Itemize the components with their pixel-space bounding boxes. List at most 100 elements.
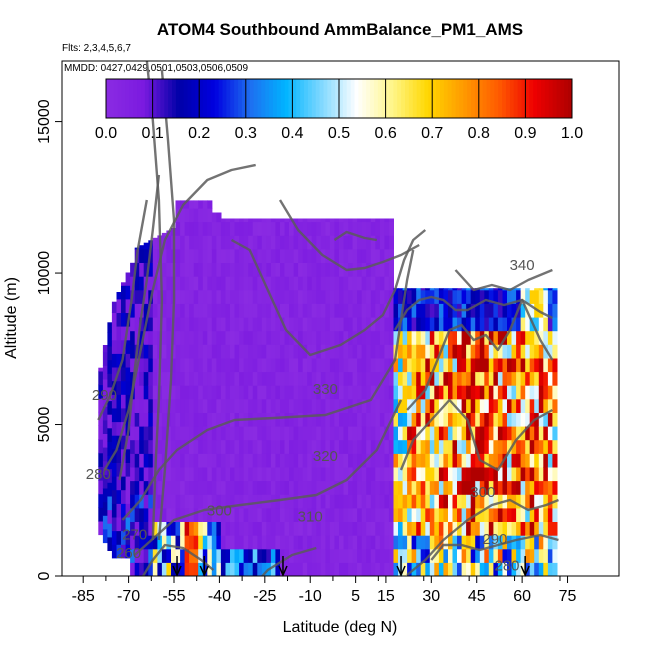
heatmap-cell — [202, 200, 208, 209]
heatmap-cell — [252, 398, 258, 413]
heatmap-cell — [270, 548, 276, 563]
heatmap-cell — [252, 357, 258, 373]
heatmap-cell — [434, 535, 440, 550]
heatmap-cell — [266, 398, 272, 413]
heatmap-cell — [134, 480, 140, 495]
heatmap-cell — [339, 262, 345, 277]
heatmap-cell — [343, 221, 349, 236]
heatmap-cell — [393, 371, 399, 386]
heatmap-cell — [216, 303, 222, 318]
heatmap-cell — [216, 330, 222, 345]
heatmap-cell — [121, 394, 127, 409]
heatmap-cell — [280, 330, 286, 345]
heatmap-cell — [189, 235, 195, 250]
heatmap-cell — [116, 407, 122, 423]
colorbar-swatch — [439, 79, 445, 118]
heatmap-cell — [511, 289, 517, 304]
heatmap-cell — [448, 344, 454, 359]
heatmap-cell — [193, 398, 199, 413]
heatmap-cell — [375, 317, 381, 332]
heatmap-cell — [116, 544, 122, 559]
colorbar-swatch — [556, 79, 561, 118]
heatmap-cell — [143, 242, 149, 250]
heatmap-cell — [193, 453, 199, 468]
heatmap-cell — [302, 494, 308, 509]
flight-markers — [172, 556, 530, 577]
heatmap-cell — [348, 548, 354, 563]
heatmap-cell — [443, 507, 449, 522]
heatmap-cell — [280, 235, 286, 250]
heatmap-cell — [497, 344, 503, 359]
contour-label: 310 — [298, 508, 323, 525]
heatmap-cell — [180, 385, 186, 400]
heatmap-cell — [384, 535, 390, 550]
heatmap-cell — [320, 535, 326, 550]
colorbar-swatch — [560, 79, 565, 118]
colorbar-swatch — [175, 79, 181, 118]
heatmap-cell — [475, 385, 481, 400]
heatmap-cell — [329, 453, 335, 468]
heatmap-cell — [134, 521, 140, 536]
heatmap-cell — [416, 303, 422, 318]
heatmap-cell — [520, 289, 526, 304]
heatmap-cell — [466, 562, 472, 576]
heatmap-cell — [98, 466, 104, 481]
heatmap-cell — [366, 385, 372, 400]
heatmap-cell — [139, 289, 145, 304]
heatmap-cell — [261, 303, 267, 318]
heatmap-cell — [239, 453, 245, 468]
heatmap-cell — [284, 248, 290, 263]
heatmap-cell — [261, 357, 267, 373]
heatmap-cell — [339, 248, 345, 263]
heatmap-cell — [220, 276, 226, 291]
heatmap-cell — [189, 548, 195, 563]
heatmap-cell — [284, 218, 290, 223]
heatmap-cell — [520, 371, 526, 386]
heatmap-cell — [461, 426, 467, 441]
heatmap-cell — [134, 276, 140, 291]
heatmap-cell — [143, 453, 149, 468]
heatmap-cell — [193, 426, 199, 441]
heatmap-cell — [461, 344, 467, 359]
colorbar-swatch — [230, 79, 235, 118]
heatmap-cell — [370, 330, 376, 345]
heatmap-cell — [148, 262, 154, 277]
heatmap-cell — [184, 494, 190, 509]
heatmap-cell — [343, 466, 349, 482]
heatmap-cell — [180, 412, 186, 427]
heatmap-cell — [320, 562, 326, 576]
heatmap-cell — [411, 494, 417, 509]
heatmap-cell — [339, 289, 345, 304]
heatmap-cell — [484, 507, 490, 522]
heatmap-cell — [361, 398, 367, 413]
heatmap-cell — [107, 509, 113, 524]
heatmap-cell — [329, 412, 335, 427]
heatmap-cell — [220, 289, 226, 304]
heatmap-cell — [420, 521, 426, 536]
heatmap-cell — [438, 303, 444, 318]
heatmap-cell — [357, 276, 363, 291]
heatmap-cell — [339, 453, 345, 468]
heatmap-cell — [298, 330, 304, 345]
heatmap-cell — [266, 521, 272, 536]
x-tick-label: 5 — [351, 588, 360, 605]
heatmap-cell — [270, 248, 276, 263]
contour-line — [157, 69, 176, 541]
heatmap-cell — [125, 516, 131, 532]
heatmap-cell — [488, 412, 494, 427]
colorbar-swatch — [509, 79, 515, 118]
heatmap-cell — [425, 330, 431, 345]
contour-line — [399, 398, 553, 472]
heatmap-cell — [529, 288, 535, 291]
heatmap-cell — [334, 357, 340, 373]
heatmap-cell — [479, 480, 485, 495]
heatmap-cell — [234, 480, 240, 495]
colorbar-swatch — [428, 79, 433, 118]
heatmap-cell — [207, 262, 213, 277]
heatmap-cell — [207, 276, 213, 291]
heatmap-cell — [411, 371, 417, 386]
heatmap-cell — [280, 494, 286, 509]
heatmap-cell — [257, 453, 263, 468]
heatmap-cell — [393, 330, 399, 345]
heatmap-cell — [352, 276, 358, 291]
